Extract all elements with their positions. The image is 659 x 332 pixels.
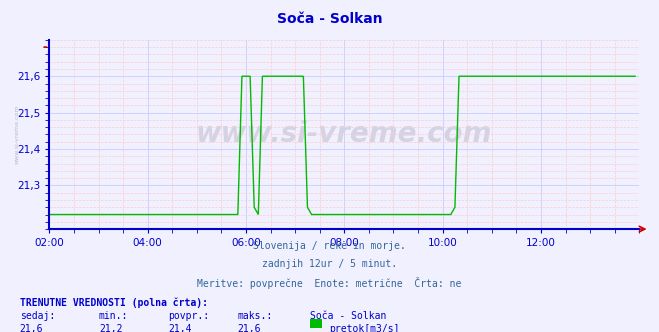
Text: TRENUTNE VREDNOSTI (polna črta):: TRENUTNE VREDNOSTI (polna črta): (20, 297, 208, 308)
Text: Slovenija / reke in morje.: Slovenija / reke in morje. (253, 241, 406, 251)
Text: maks.:: maks.: (237, 311, 272, 321)
Text: min.:: min.: (99, 311, 129, 321)
Text: 21,2: 21,2 (99, 324, 123, 332)
Text: Soča - Solkan: Soča - Solkan (277, 12, 382, 26)
Text: povpr.:: povpr.: (168, 311, 209, 321)
Text: 21,4: 21,4 (168, 324, 192, 332)
Text: www.si-vreme.com: www.si-vreme.com (196, 121, 492, 148)
Text: www.si-vreme.com: www.si-vreme.com (14, 105, 20, 164)
Text: sedaj:: sedaj: (20, 311, 55, 321)
Text: pretok[m3/s]: pretok[m3/s] (330, 324, 400, 332)
Text: 21,6: 21,6 (237, 324, 261, 332)
Text: zadnjih 12ur / 5 minut.: zadnjih 12ur / 5 minut. (262, 259, 397, 269)
Text: Soča - Solkan: Soča - Solkan (310, 311, 386, 321)
Text: Meritve: povprečne  Enote: metrične  Črta: ne: Meritve: povprečne Enote: metrične Črta:… (197, 277, 462, 289)
Text: 21,6: 21,6 (20, 324, 43, 332)
